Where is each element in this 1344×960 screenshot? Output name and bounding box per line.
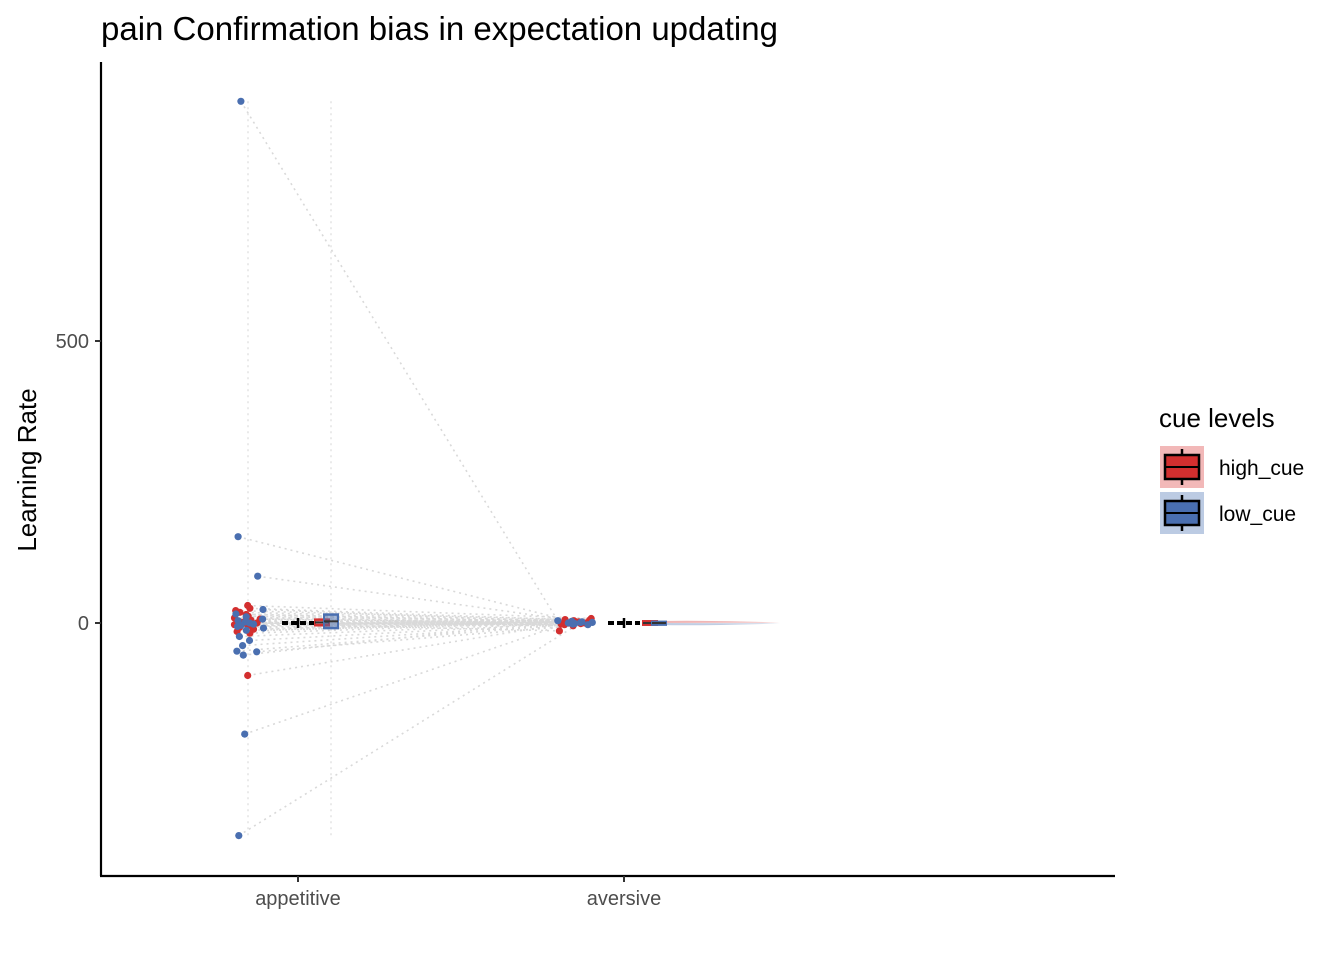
y-tick-label: 0 <box>78 613 89 635</box>
data-point <box>246 604 254 612</box>
connector-line <box>238 621 583 837</box>
chart-title: pain Confirmation bias in expectation up… <box>101 10 778 47</box>
data-point <box>244 671 252 680</box>
data-point <box>253 648 261 656</box>
connector-line <box>239 619 590 629</box>
connector-line <box>239 622 569 638</box>
connector-line <box>263 621 581 629</box>
data-point <box>259 605 267 614</box>
data-point <box>232 610 240 618</box>
connector-line <box>257 575 582 623</box>
y-tick-label: 500 <box>56 331 89 353</box>
data-point <box>555 627 564 635</box>
connector-line <box>239 611 574 622</box>
legend-label: high_cue <box>1219 457 1304 480</box>
x-tick-label: aversive <box>587 888 661 910</box>
connecting-lines <box>234 100 593 837</box>
legend: cue levels high_cue low_cue <box>1159 403 1304 534</box>
data-point <box>234 533 242 541</box>
connector-line <box>253 619 558 625</box>
data-point <box>237 97 245 105</box>
x-axis-ticks: appetitive aversive <box>255 876 661 910</box>
connector-line <box>237 535 572 623</box>
y-axis-ticks: 0 500 <box>56 331 101 635</box>
connector-line <box>247 621 572 677</box>
connector-line <box>256 623 588 653</box>
data-point <box>254 572 262 580</box>
data-point <box>554 617 562 625</box>
data-point <box>569 620 577 628</box>
connector-line <box>249 621 579 634</box>
data-point <box>233 647 241 655</box>
y-axis-title: Learning Rate <box>12 388 42 551</box>
data-point <box>259 624 268 632</box>
data-point <box>235 632 243 641</box>
connector-line <box>242 622 575 647</box>
density-cloud <box>660 623 780 626</box>
data-point <box>235 832 243 840</box>
data-point <box>249 620 258 628</box>
connector-line <box>263 608 581 624</box>
data-point <box>577 618 585 627</box>
connector-line <box>244 620 572 735</box>
connector-line <box>238 619 575 625</box>
half-violin-clouds <box>660 620 780 626</box>
data-point <box>239 642 247 650</box>
data-point <box>241 730 249 738</box>
plot-panel <box>230 97 780 840</box>
connector-line <box>235 609 590 621</box>
connector-line <box>249 607 566 621</box>
data-point <box>245 636 254 645</box>
connector-line <box>240 100 559 622</box>
data-point <box>584 621 592 629</box>
connector-line <box>248 615 579 623</box>
data-points <box>230 97 596 840</box>
legend-entry-high-cue: high_cue <box>1160 446 1304 488</box>
x-tick-label: appetitive <box>255 888 341 910</box>
density-cloud <box>660 620 780 623</box>
connector-line <box>237 620 565 633</box>
data-point <box>233 622 242 631</box>
data-point <box>239 651 247 659</box>
legend-label: low_cue <box>1219 503 1296 526</box>
legend-entry-low-cue: low_cue <box>1160 492 1296 534</box>
summary-bars <box>282 613 667 630</box>
data-point <box>242 626 250 634</box>
legend-title: cue levels <box>1159 403 1275 433</box>
data-point <box>259 615 267 623</box>
